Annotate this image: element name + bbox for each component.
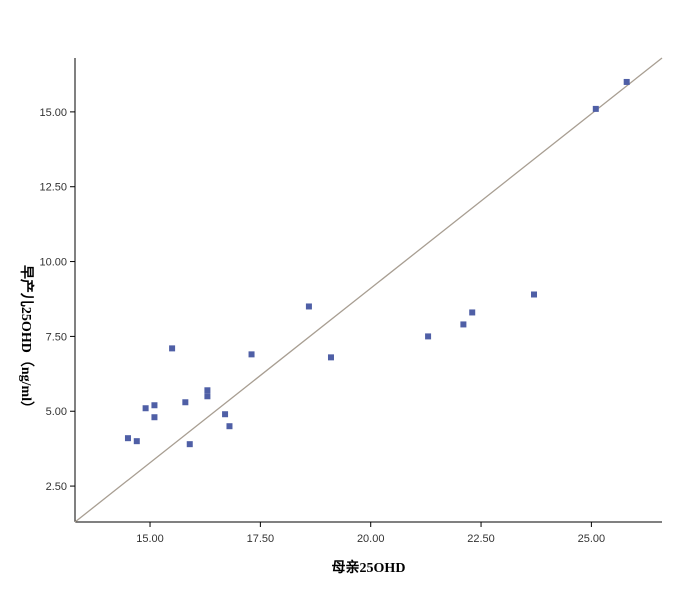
x-tick-label: 15.00 (136, 533, 164, 545)
y-tick-label: 15.00 (39, 107, 67, 119)
data-point (425, 333, 432, 340)
data-point (133, 438, 140, 445)
x-tick-label: 17.50 (247, 533, 275, 545)
data-point (186, 441, 193, 448)
data-point (182, 399, 189, 406)
data-point (469, 309, 476, 316)
x-tick-label: 20.00 (357, 533, 385, 545)
data-point (169, 345, 176, 352)
data-point (327, 354, 334, 361)
data-point (142, 405, 149, 412)
fit-line-layer (74, 57, 663, 523)
data-point (124, 435, 131, 442)
points-layer (124, 78, 630, 448)
data-point (460, 321, 467, 328)
y-axis-title: 早产儿25OHD（ng/ml） (18, 265, 35, 415)
x-tick-label: 22.50 (467, 533, 495, 545)
data-point (204, 387, 211, 394)
data-point (204, 393, 211, 400)
data-point (248, 351, 255, 358)
data-point (592, 105, 599, 112)
data-point (222, 411, 229, 418)
data-point (226, 423, 233, 430)
data-point (151, 414, 158, 421)
y-tick-label: 5.00 (46, 406, 67, 418)
y-tick-label: 12.50 (39, 182, 67, 194)
data-point (151, 402, 158, 409)
y-tick-label: 2.50 (46, 481, 67, 493)
axes (74, 58, 662, 523)
x-axis-title: 母亲25OHD (332, 559, 406, 576)
y-tick-label: 7.50 (46, 331, 67, 343)
data-point (531, 291, 538, 298)
fit-line (74, 57, 663, 523)
data-point (623, 78, 630, 85)
y-tick-label: 10.00 (39, 257, 67, 269)
data-point (305, 303, 312, 310)
ticks: 15.00 17.50 20.00 22.50 25.00 2.50 5.00 7.50 10.… (39, 107, 605, 545)
x-tick-label: 25.00 (578, 533, 606, 545)
